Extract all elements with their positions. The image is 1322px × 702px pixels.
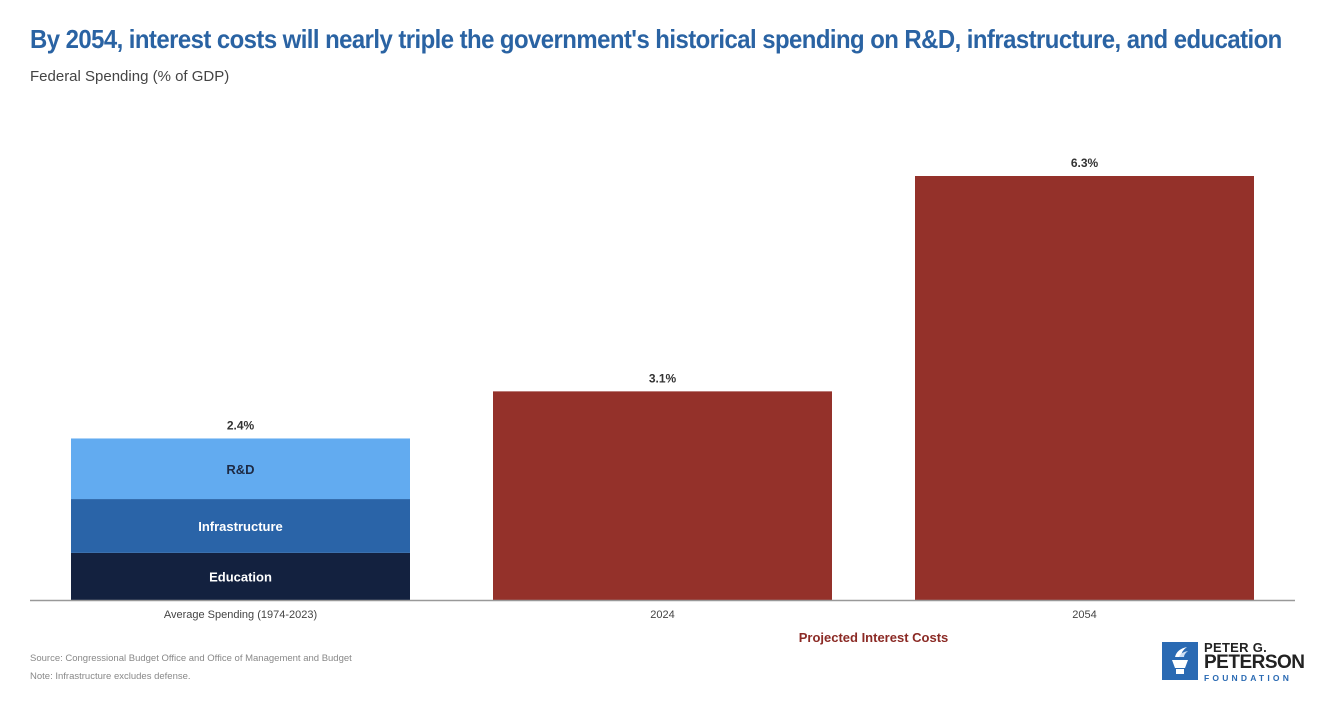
torch-icon <box>1162 642 1198 680</box>
logo-line1: PETER G. <box>1204 640 1268 655</box>
data-label: 3.1% <box>649 371 677 385</box>
chart-subtitle: Federal Spending (% of GDP) <box>30 68 230 85</box>
bar-segment-infrastructure <box>71 499 410 553</box>
segment-label: Education <box>209 569 272 584</box>
logo-line3: FOUNDATION <box>1204 673 1293 683</box>
bar-segment-rd <box>71 438 410 500</box>
logo-line2: PETERSON <box>1204 652 1305 673</box>
bar-segment-education <box>71 552 410 600</box>
footnote: Note: Infrastructure excludes defense. <box>30 671 191 682</box>
segment-label: Infrastructure <box>198 519 283 534</box>
x-tick-label: 2054 <box>1072 609 1096 621</box>
segment-label: R&D <box>226 462 254 477</box>
bar-2024 <box>493 391 832 600</box>
x-tick-label: 2024 <box>650 609 674 621</box>
data-label: 6.3% <box>1071 156 1099 170</box>
chart-title: By 2054, interest costs will nearly trip… <box>30 24 1282 54</box>
x-tick-label: Average Spending (1974-2023) <box>164 609 317 621</box>
peterson-foundation-logo: PETER G. PETERSON FOUNDATION <box>1162 640 1305 684</box>
bar-2054 <box>915 176 1254 600</box>
data-label: 2.4% <box>227 418 255 432</box>
group-label: Projected Interest Costs <box>799 630 949 645</box>
source-note: Source: Congressional Budget Office and … <box>30 653 352 664</box>
